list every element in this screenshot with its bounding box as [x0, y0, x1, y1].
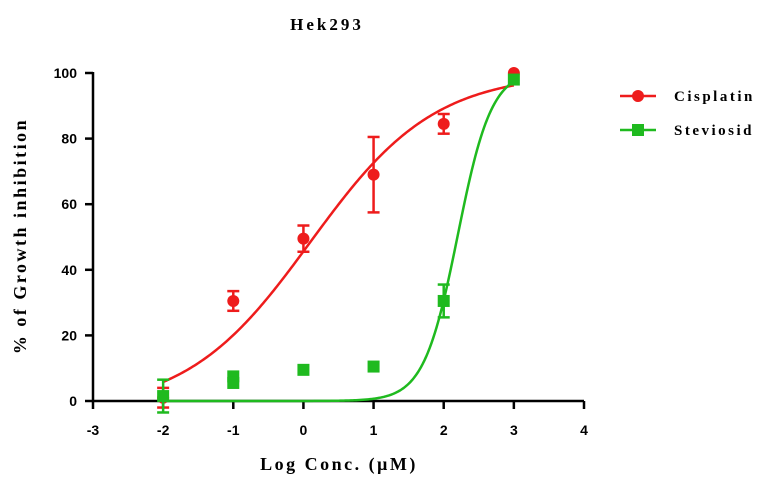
legend: Cisplatin Steviosid [620, 89, 755, 139]
x-tick-label: 4 [580, 422, 588, 438]
data-point [437, 117, 450, 130]
steviosid-fit-curve [163, 80, 515, 403]
y-tick-label: 0 [69, 393, 77, 409]
data-point [437, 294, 450, 307]
data-point [297, 363, 310, 376]
legend-label: Steviosid [674, 123, 754, 139]
x-tick-label: 3 [510, 422, 518, 438]
chart-title: Hek293 [290, 15, 364, 34]
x-tick-label: 2 [440, 422, 448, 438]
y-tick-label: 80 [61, 131, 77, 147]
x-tick-label: -3 [87, 422, 100, 438]
x-tick-label: -2 [157, 422, 170, 438]
legend-label: Cisplatin [674, 89, 755, 105]
data-point [367, 360, 380, 373]
data-point [227, 376, 240, 389]
x-axis-title: Log Conc. (µM) [260, 454, 418, 475]
data-point [507, 73, 520, 86]
x-tick-label: 0 [300, 422, 308, 438]
y-tick-label: 100 [54, 65, 78, 81]
data-point [157, 390, 170, 403]
data-point [297, 232, 310, 245]
legend-marker [632, 90, 644, 102]
y-tick-label: 40 [61, 262, 77, 278]
legend-marker [632, 124, 644, 136]
data-point [227, 294, 240, 307]
x-tick-label: 1 [370, 422, 378, 438]
cisplatin-fit-curve [162, 84, 515, 384]
data-point [367, 168, 380, 181]
x-tick-label: -1 [227, 422, 240, 438]
y-tick-label: 20 [61, 327, 77, 343]
y-tick-label: 60 [61, 196, 77, 212]
y-axis-title: % of Growth inhibition [10, 118, 30, 354]
